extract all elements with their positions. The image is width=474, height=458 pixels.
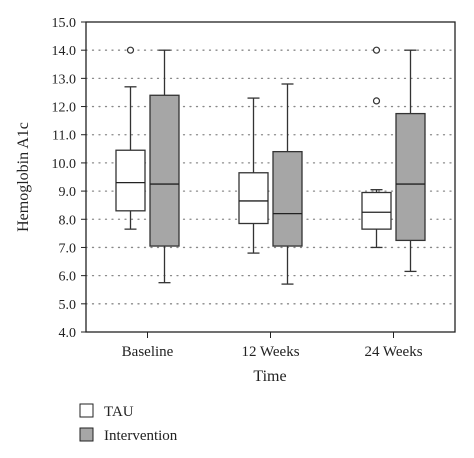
- box-iqr: [115, 149, 146, 212]
- box-intervention: [395, 49, 426, 273]
- legend-swatch-tau: [79, 403, 94, 418]
- y-tick-label: 11.0: [52, 129, 76, 144]
- legend-label-intervention: Intervention: [104, 428, 178, 444]
- y-tick-label: 13.0: [52, 72, 77, 87]
- y-tick-label: 10.0: [52, 157, 77, 172]
- x-axis-title: Time: [253, 368, 286, 385]
- y-tick-label: 4.0: [59, 326, 77, 341]
- box-iqr: [238, 172, 269, 225]
- x-category-label: 12 Weeks: [241, 344, 299, 360]
- x-axis-categories: Baseline 12 Weeks 24 Weeks: [122, 332, 423, 360]
- y-axis-title: Hemoglobin A1c: [15, 122, 32, 232]
- box-iqr: [395, 112, 426, 242]
- legend-label-tau: TAU: [104, 404, 134, 420]
- y-tick-label: 14.0: [52, 44, 77, 59]
- y-tick-label: 7.0: [59, 241, 77, 256]
- y-tick-label: 5.0: [59, 298, 77, 313]
- x-category-label: 24 Weeks: [364, 344, 422, 360]
- outlier-point: [372, 46, 381, 54]
- box-series: [115, 46, 426, 285]
- box-tau: [361, 46, 392, 249]
- legend-swatch-intervention: [79, 427, 94, 442]
- box-iqr: [149, 94, 180, 247]
- box-tau: [115, 46, 146, 230]
- outlier-point: [372, 97, 381, 105]
- x-category-label: Baseline: [122, 344, 174, 360]
- y-tick-label: 9.0: [59, 185, 77, 200]
- box-tau: [238, 97, 269, 254]
- box-iqr: [361, 191, 392, 230]
- box-iqr: [272, 150, 303, 247]
- y-axis-ticks: 4.0 5.0 6.0 7.0 8.0 9.0 10.0 11.0 12.0 13.0 14.0 15…: [52, 16, 86, 341]
- y-tick-label: 8.0: [59, 213, 77, 228]
- box-intervention: [149, 49, 180, 284]
- y-tick-label: 12.0: [52, 101, 77, 116]
- outlier-point: [126, 46, 135, 54]
- box-intervention: [272, 83, 303, 285]
- y-tick-label: 15.0: [52, 16, 77, 31]
- y-tick-label: 6.0: [59, 270, 77, 285]
- legend: TAU Intervention: [79, 403, 178, 444]
